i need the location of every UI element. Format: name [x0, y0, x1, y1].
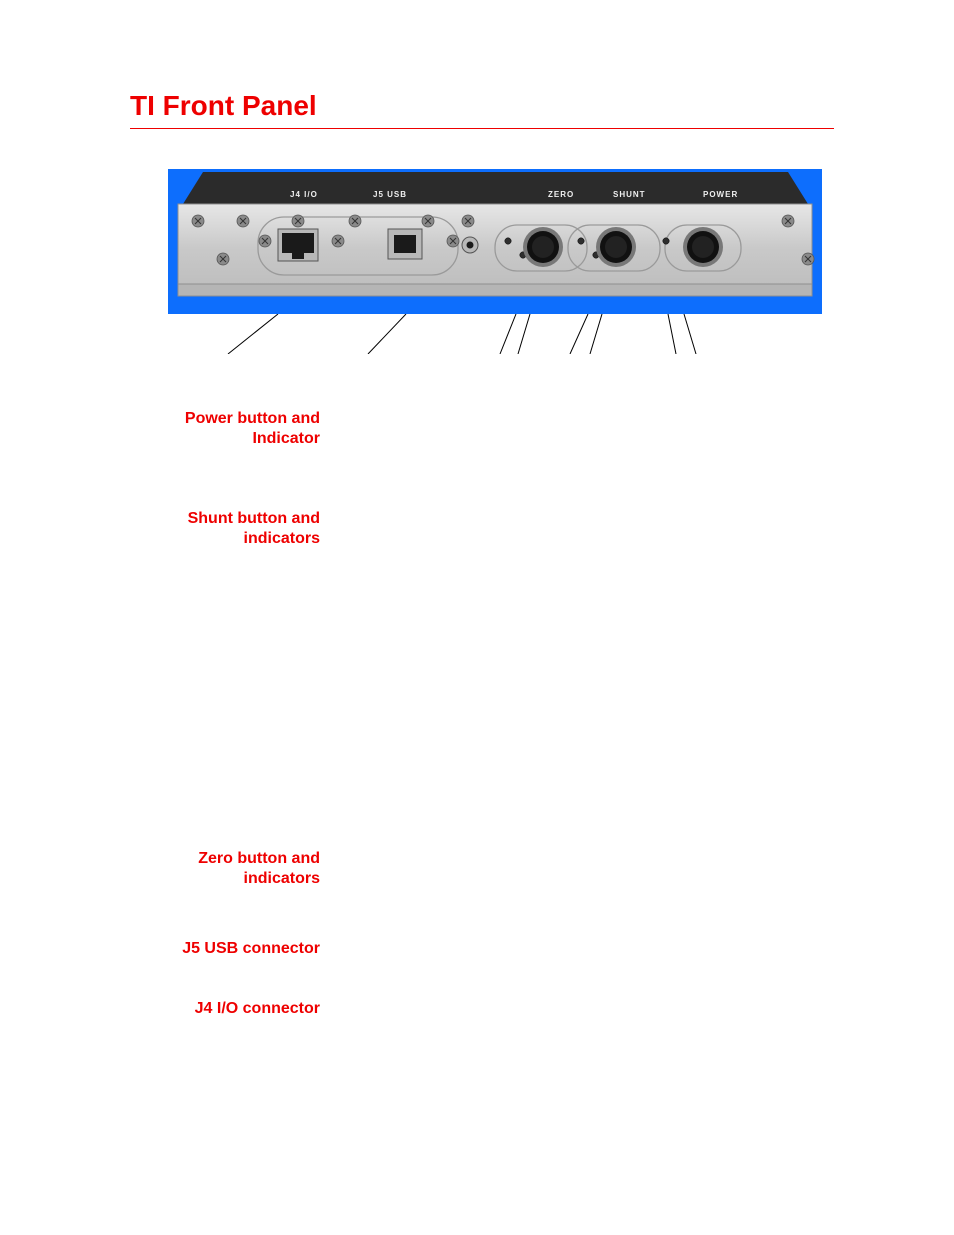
- section-row: Zero button andindicators: [130, 849, 834, 889]
- page: TI Front Panel J4 I/O J5 USB ZERO SHUNT POWE…: [0, 0, 954, 1235]
- device-photo: J4 I/O J5 USB ZERO SHUNT POWER: [168, 169, 822, 314]
- sections: Power button andIndicator Shunt button an…: [130, 409, 834, 1019]
- svg-text:POWER: POWER: [703, 190, 738, 199]
- section-label: Zero button andindicators: [130, 849, 320, 889]
- svg-text:ZERO: ZERO: [548, 190, 574, 199]
- svg-text:SHUNT: SHUNT: [613, 190, 646, 199]
- section-label: J5 USB connector: [130, 939, 320, 959]
- svg-text:J4 I/O: J4 I/O: [290, 190, 318, 199]
- section-label: Shunt button andindicators: [130, 509, 320, 549]
- page-title: TI Front Panel: [130, 90, 834, 122]
- section-label: J4 I/O connector: [130, 999, 320, 1019]
- section-row: Shunt button andindicators: [130, 509, 834, 549]
- section-row: J5 USB connector: [130, 939, 834, 959]
- svg-text:J5 USB: J5 USB: [373, 190, 407, 199]
- section-label: Power button andIndicator: [130, 409, 320, 449]
- section-row: J4 I/O connector: [130, 999, 834, 1019]
- leader-lines: [168, 314, 822, 354]
- title-rule: [130, 128, 834, 129]
- section-row: Power button andIndicator: [130, 409, 834, 449]
- figure: J4 I/O J5 USB ZERO SHUNT POWER: [168, 169, 834, 354]
